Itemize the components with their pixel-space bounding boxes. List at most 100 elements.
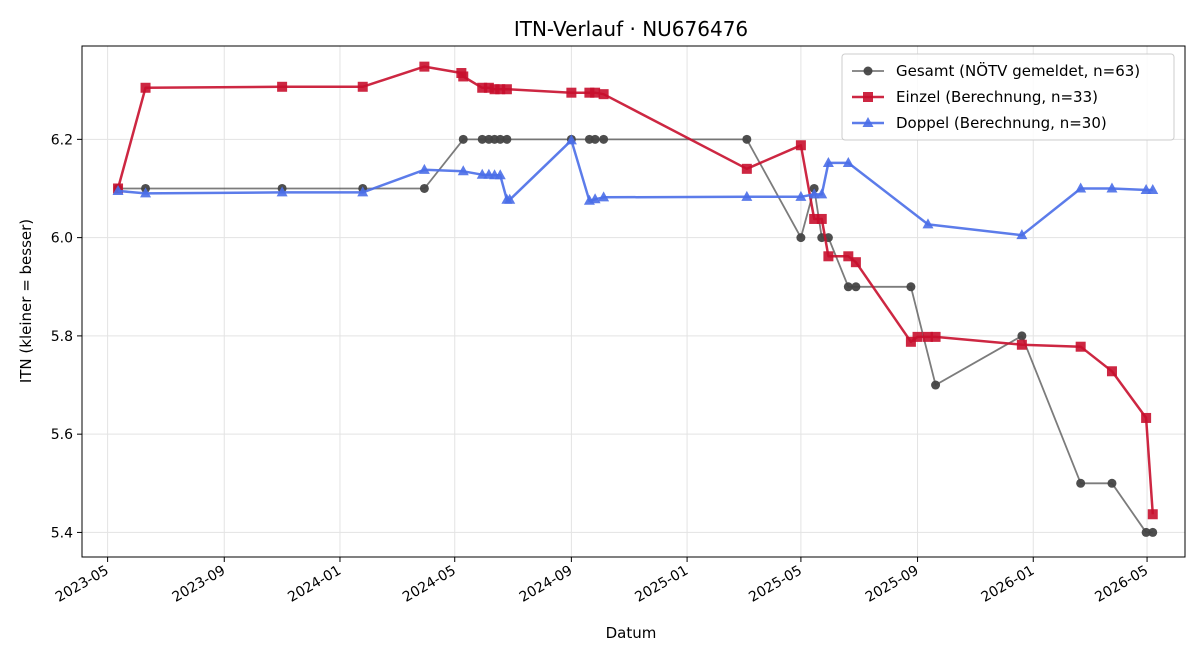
legend-gesamt-label: Gesamt (NÖTV gemeldet, n=63) xyxy=(896,61,1140,80)
series-doppel-point xyxy=(741,190,753,201)
y-tick-label: 6.2 xyxy=(51,132,73,148)
x-tick-label: 2025-09 xyxy=(863,563,922,606)
series-doppel-point xyxy=(795,190,807,201)
series-einzel-point xyxy=(795,140,806,151)
series-gesamt-point xyxy=(599,134,609,144)
series-gesamt-point xyxy=(477,134,487,144)
y-tick-label: 5.6 xyxy=(51,427,73,443)
x-tick-label: 2026-01 xyxy=(979,563,1038,606)
series-doppel xyxy=(112,134,1159,240)
series-einzel-point xyxy=(850,257,861,268)
series-einzel-point xyxy=(816,213,827,224)
series-einzel-point xyxy=(357,81,368,92)
series-einzel-point xyxy=(501,84,512,95)
series-doppel-point xyxy=(112,184,124,195)
series-gesamt-point xyxy=(419,183,429,193)
x-axis: 2023-05 2023-09 2024-01 2024-05 2024-09 2025-… xyxy=(53,557,1151,606)
series-einzel-point xyxy=(922,331,933,342)
series-gesamt-point xyxy=(458,134,468,144)
series-gesamt-point xyxy=(906,282,916,292)
series-einzel-point xyxy=(495,84,506,95)
x-tick-label: 2026-05 xyxy=(1092,563,1151,606)
legend-box xyxy=(841,53,1175,141)
x-tick-label: 2024-09 xyxy=(517,563,576,606)
series-einzel xyxy=(113,61,1158,520)
x-tick-label: 2023-09 xyxy=(170,563,229,606)
series-layer xyxy=(112,61,1159,537)
y-tick-label: 6.0 xyxy=(51,231,73,247)
series-einzel-point xyxy=(741,163,752,174)
series-gesamt-point xyxy=(1017,331,1027,341)
series-einzel-point xyxy=(1147,509,1158,520)
series-einzel-point xyxy=(905,336,916,347)
series-gesamt-point xyxy=(1076,478,1086,488)
grid-lines xyxy=(82,46,1185,557)
series-doppel-point xyxy=(565,134,577,145)
y-tick-label: 5.4 xyxy=(51,525,73,541)
legend: Gesamt (NÖTV gemeldet, n=63) Einzel (Bere… xyxy=(841,53,1175,141)
series-einzel-point xyxy=(489,84,500,95)
series-einzel-point xyxy=(566,87,577,98)
series-doppel-point xyxy=(922,218,934,229)
series-doppel-point xyxy=(842,156,854,167)
series-doppel-point xyxy=(1016,229,1028,240)
legend-einzel-label: Einzel (Berechnung, n=33) xyxy=(896,88,1098,106)
x-tick-label: 2024-01 xyxy=(285,563,344,606)
chart-title: ITN-Verlauf · NU676476 xyxy=(514,17,748,41)
series-doppel-point xyxy=(598,191,610,202)
series-doppel-point xyxy=(418,163,430,174)
series-einzel-point xyxy=(1075,341,1086,352)
series-einzel-point xyxy=(1016,339,1027,350)
series-gesamt-point xyxy=(590,134,600,144)
series-einzel-point xyxy=(843,251,854,262)
series-doppel-point xyxy=(589,193,601,204)
series-gesamt-point xyxy=(931,380,941,390)
series-einzel-point xyxy=(483,82,494,93)
series-einzel-point xyxy=(277,81,288,92)
series-doppel-point xyxy=(822,156,834,167)
series-einzel-point xyxy=(458,71,469,82)
series-gesamt-point xyxy=(851,282,861,292)
series-einzel-point xyxy=(477,82,488,93)
series-doppel-point xyxy=(457,165,469,176)
x-tick-label: 2025-01 xyxy=(632,563,691,606)
series-gesamt-point xyxy=(1148,527,1158,537)
series-einzel-point xyxy=(930,331,941,342)
series-einzel-point xyxy=(140,82,151,93)
legend-doppel-marker xyxy=(862,117,874,127)
plot-frame xyxy=(81,45,1186,558)
x-tick-label: 2024-05 xyxy=(400,563,459,606)
series-gesamt-point xyxy=(1107,478,1117,488)
series-einzel-point xyxy=(912,331,923,342)
series-doppel-point xyxy=(357,186,369,197)
series-einzel-point xyxy=(809,213,820,224)
series-gesamt-point xyxy=(843,282,853,292)
series-doppel-point xyxy=(276,186,288,197)
series-doppel-point xyxy=(494,169,506,180)
series-doppel-point xyxy=(140,187,152,198)
legend-einzel-marker xyxy=(863,92,873,102)
legend-gesamt-marker xyxy=(863,66,873,76)
x-tick-label: 2025-05 xyxy=(746,563,805,606)
series-gesamt-point xyxy=(1141,527,1151,537)
series-doppel-point xyxy=(504,193,516,204)
series-einzel-point xyxy=(419,61,430,72)
y-axis: 5.4 5.6 5.8 6.0 6.2 xyxy=(51,132,82,541)
legend-doppel-label: Doppel (Berechnung, n=30) xyxy=(896,114,1107,132)
series-gesamt-point xyxy=(796,233,806,243)
series-einzel-point xyxy=(1106,366,1117,377)
series-doppel-point xyxy=(1106,182,1118,193)
series-einzel-point xyxy=(590,87,601,98)
series-einzel-point xyxy=(598,89,609,100)
y-tick-label: 5.8 xyxy=(51,329,73,345)
y-axis-title: ITN (kleiner = besser) xyxy=(17,219,35,383)
series-gesamt-point xyxy=(502,134,512,144)
series-gesamt-point xyxy=(495,134,505,144)
series-gesamt-point xyxy=(742,134,752,144)
series-doppel-point xyxy=(1075,182,1087,193)
series-einzel-point xyxy=(823,251,834,262)
series-doppel-point xyxy=(808,188,820,199)
x-axis-title: Datum xyxy=(606,624,657,642)
series-doppel-point xyxy=(1147,183,1159,194)
